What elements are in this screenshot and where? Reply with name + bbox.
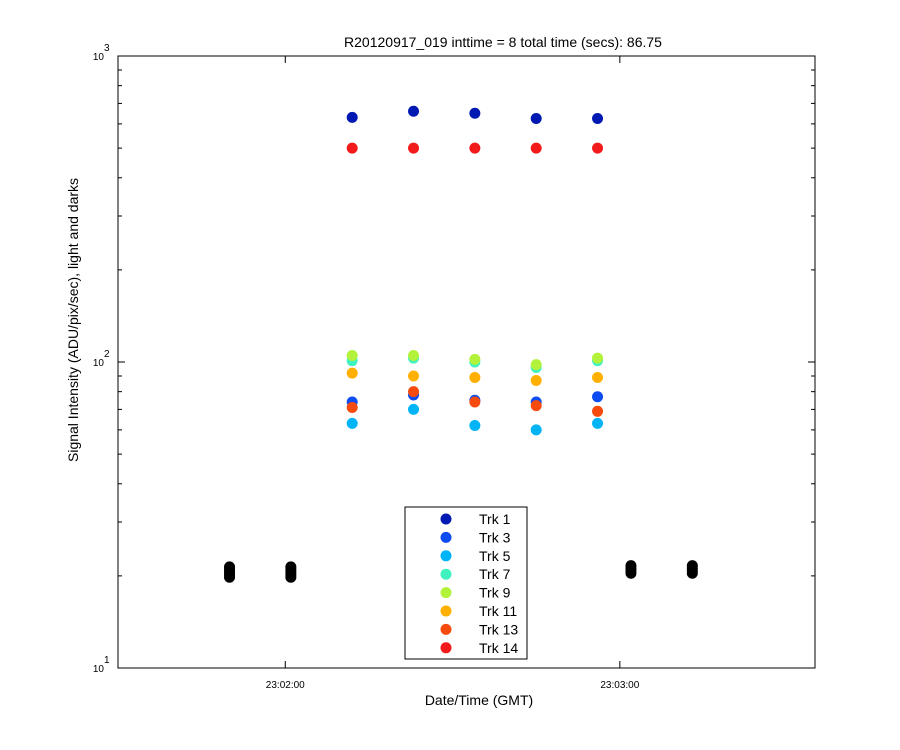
data-point bbox=[530, 359, 542, 371]
x-axis-label: Date/Time (GMT) bbox=[425, 692, 533, 708]
data-point bbox=[408, 386, 420, 398]
legend-label: Trk 14 bbox=[479, 640, 518, 656]
data-point bbox=[346, 111, 358, 123]
data-point bbox=[346, 402, 358, 414]
data-point bbox=[346, 350, 358, 362]
legend-marker bbox=[440, 605, 452, 617]
dark-point bbox=[224, 561, 236, 573]
legend: Trk 1 Trk 3 Trk 5 Trk 7 Trk 9 Trk 11 Trk 13 Trk… bbox=[404, 506, 528, 660]
data-point bbox=[592, 405, 604, 417]
y-tick-label: 10 bbox=[93, 52, 105, 63]
legend-box bbox=[404, 506, 528, 660]
data-point bbox=[592, 417, 604, 429]
legend-marker bbox=[440, 587, 452, 599]
data-point bbox=[469, 142, 481, 154]
data-point bbox=[469, 353, 481, 365]
data-point bbox=[346, 142, 358, 154]
dark-point bbox=[686, 560, 698, 572]
data-point bbox=[530, 112, 542, 124]
data-point bbox=[469, 396, 481, 408]
y-tick-exponent: 2 bbox=[104, 349, 110, 360]
data-point bbox=[469, 107, 481, 119]
data-point bbox=[592, 371, 604, 383]
legend-marker bbox=[440, 550, 452, 562]
x-tick-label: 23:02:00 bbox=[266, 680, 305, 691]
legend-marker bbox=[440, 623, 452, 635]
data-point bbox=[346, 417, 358, 429]
data-point bbox=[346, 367, 358, 379]
legend-marker bbox=[440, 642, 452, 654]
chart-title: R20120917_019 inttime = 8 total time (se… bbox=[344, 34, 662, 50]
data-point bbox=[592, 391, 604, 403]
data-point bbox=[469, 371, 481, 383]
legend-marker bbox=[440, 531, 452, 543]
legend-label: Trk 7 bbox=[479, 566, 511, 582]
data-point bbox=[592, 142, 604, 154]
legend-label: Trk 9 bbox=[479, 585, 511, 601]
legend-label: Trk 1 bbox=[479, 511, 511, 527]
data-point bbox=[530, 400, 542, 412]
data-points bbox=[224, 105, 698, 583]
data-point bbox=[408, 142, 420, 154]
dark-point bbox=[285, 561, 297, 573]
data-point bbox=[408, 105, 420, 117]
data-point bbox=[469, 420, 481, 432]
x-tick-label: 23:03:00 bbox=[600, 680, 639, 691]
y-tick-exponent: 3 bbox=[104, 43, 110, 54]
legend-label: Trk 3 bbox=[479, 529, 511, 545]
dark-point bbox=[625, 560, 637, 572]
data-point bbox=[408, 350, 420, 362]
legend-marker bbox=[440, 513, 452, 525]
data-point bbox=[408, 370, 420, 382]
data-point bbox=[530, 142, 542, 154]
data-point bbox=[592, 112, 604, 124]
y-axis-label: Signal Intensity (ADU/pix/sec), light an… bbox=[65, 178, 81, 462]
x-axis-ticks: 23:02:00 23:03:00 bbox=[266, 56, 640, 691]
legend-label: Trk 13 bbox=[479, 621, 518, 637]
legend-label: Trk 11 bbox=[479, 603, 517, 619]
data-point bbox=[530, 375, 542, 387]
legend-label: Trk 5 bbox=[479, 548, 511, 564]
data-point bbox=[408, 403, 420, 415]
data-point bbox=[530, 424, 542, 436]
legend-marker bbox=[440, 568, 452, 580]
y-tick-label: 10 bbox=[93, 664, 105, 675]
data-point bbox=[592, 352, 604, 364]
y-tick-label: 10 bbox=[93, 358, 105, 369]
y-tick-exponent: 1 bbox=[104, 655, 110, 666]
